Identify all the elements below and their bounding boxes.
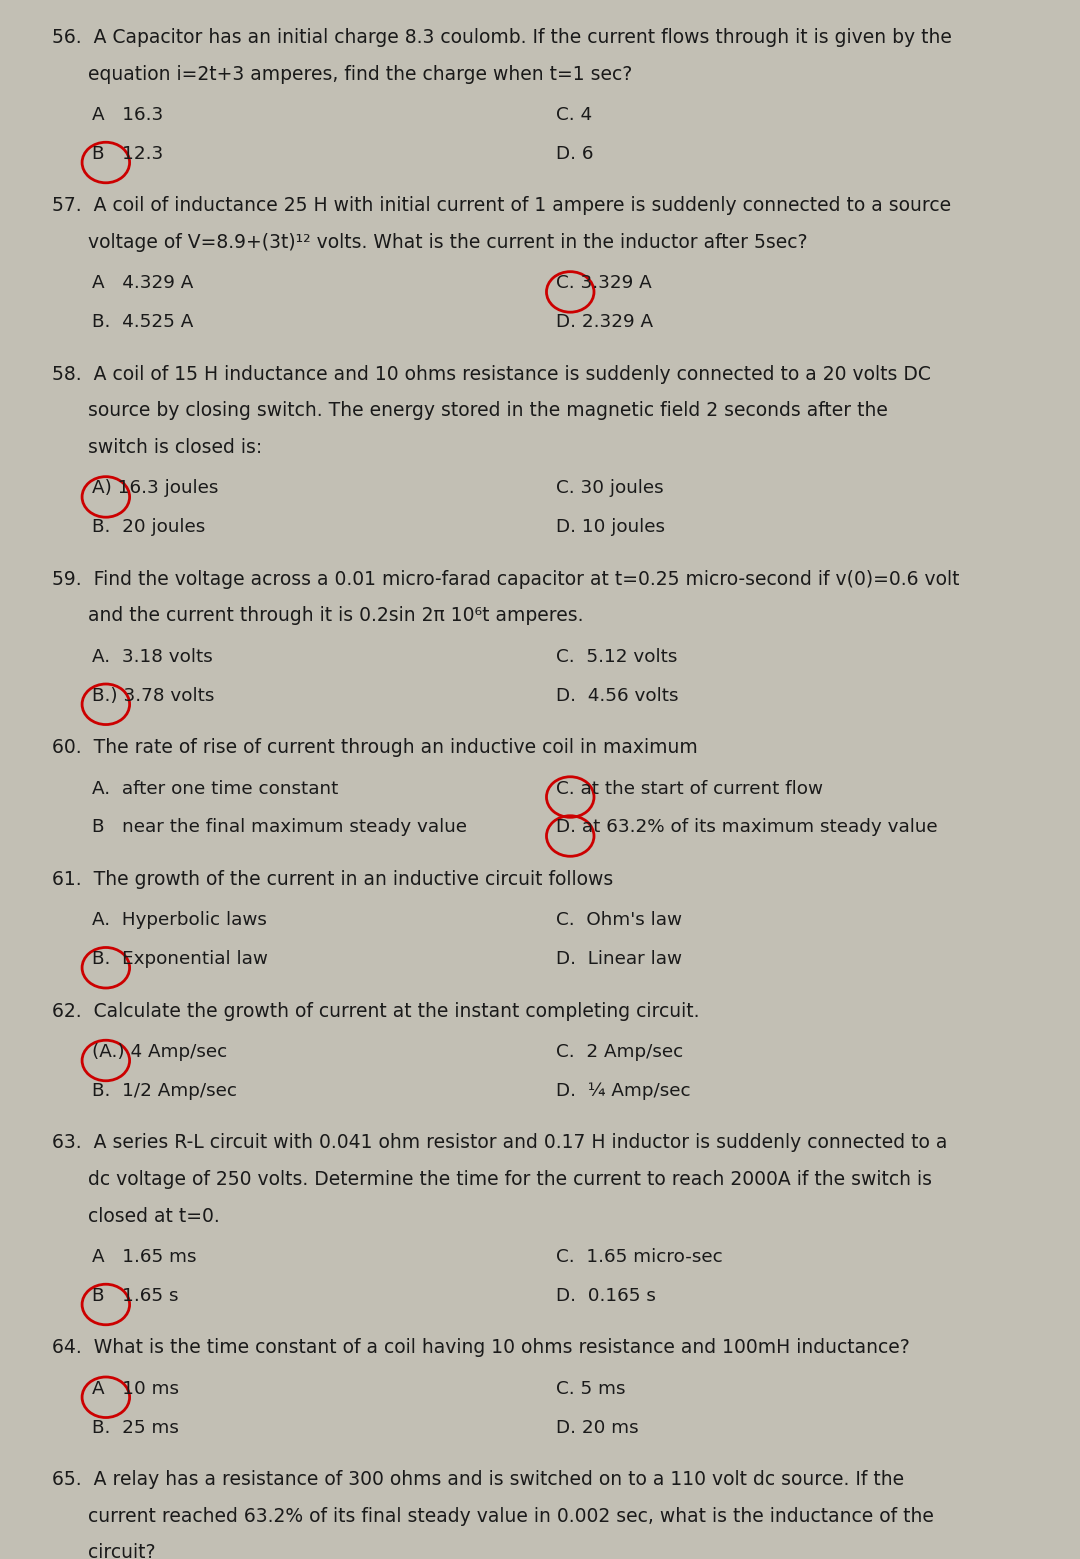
Text: D. 20 ms: D. 20 ms	[556, 1419, 639, 1437]
Text: D.  0.165 s: D. 0.165 s	[556, 1286, 656, 1305]
Text: B.  4.525 A: B. 4.525 A	[92, 313, 193, 332]
Text: voltage of V=8.9+(3t)¹² volts. What is the current in the inductor after 5sec?: voltage of V=8.9+(3t)¹² volts. What is t…	[52, 234, 808, 253]
Text: source by closing switch. The energy stored in the magnetic field 2 seconds afte: source by closing switch. The energy sto…	[52, 402, 888, 421]
Text: A   16.3: A 16.3	[92, 106, 163, 125]
Text: D. 6: D. 6	[556, 145, 594, 164]
Text: D. 2.329 A: D. 2.329 A	[556, 313, 653, 332]
Text: closed at t=0.: closed at t=0.	[52, 1207, 219, 1225]
Text: C. 5 ms: C. 5 ms	[556, 1380, 625, 1398]
Text: 65.  A relay has a resistance of 300 ohms and is switched on to a 110 volt dc so: 65. A relay has a resistance of 300 ohms…	[52, 1470, 904, 1489]
Text: B   12.3: B 12.3	[92, 145, 163, 164]
Text: A.  Hyperbolic laws: A. Hyperbolic laws	[92, 910, 267, 929]
Text: D. at 63.2% of its maximum steady value: D. at 63.2% of its maximum steady value	[556, 818, 937, 837]
Text: B   1.65 s: B 1.65 s	[92, 1286, 178, 1305]
Text: C.  1.65 micro-sec: C. 1.65 micro-sec	[556, 1247, 723, 1266]
Text: C.  5.12 volts: C. 5.12 volts	[556, 649, 677, 666]
Text: B.  25 ms: B. 25 ms	[92, 1419, 178, 1437]
Text: A) 16.3 joules: A) 16.3 joules	[92, 480, 218, 497]
Text: C.  2 Amp/sec: C. 2 Amp/sec	[556, 1043, 684, 1062]
Text: C. 4: C. 4	[556, 106, 592, 125]
Text: 58.  A coil of 15 H inductance and 10 ohms resistance is suddenly connected to a: 58. A coil of 15 H inductance and 10 ohm…	[52, 365, 931, 384]
Text: circuit?: circuit?	[52, 1543, 156, 1559]
Text: 59.  Find the voltage across a 0.01 micro-farad capacitor at t=0.25 micro-second: 59. Find the voltage across a 0.01 micro…	[52, 571, 959, 589]
Text: C. 3.329 A: C. 3.329 A	[556, 274, 652, 293]
Text: D. 10 joules: D. 10 joules	[556, 519, 665, 536]
Text: (A.) 4 Amp/sec: (A.) 4 Amp/sec	[92, 1043, 227, 1062]
Text: dc voltage of 250 volts. Determine the time for the current to reach 2000A if th: dc voltage of 250 volts. Determine the t…	[52, 1169, 932, 1190]
Text: A   10 ms: A 10 ms	[92, 1380, 179, 1398]
Text: C. 30 joules: C. 30 joules	[556, 480, 664, 497]
Text: 64.  What is the time constant of a coil having 10 ohms resistance and 100mH ind: 64. What is the time constant of a coil …	[52, 1338, 909, 1358]
Text: D.  4.56 volts: D. 4.56 volts	[556, 688, 678, 705]
Text: C. at the start of current flow: C. at the start of current flow	[556, 780, 823, 798]
Text: B   near the final maximum steady value: B near the final maximum steady value	[92, 818, 467, 837]
Text: current reached 63.2% of its final steady value in 0.002 sec, what is the induct: current reached 63.2% of its final stead…	[52, 1506, 934, 1526]
Text: A.  3.18 volts: A. 3.18 volts	[92, 649, 213, 666]
Text: 62.  Calculate the growth of current at the instant completing circuit.: 62. Calculate the growth of current at t…	[52, 1002, 700, 1021]
Text: A.  after one time constant: A. after one time constant	[92, 780, 338, 798]
Text: C.  Ohm's law: C. Ohm's law	[556, 910, 683, 929]
Text: 63.  A series R-L circuit with 0.041 ohm resistor and 0.17 H inductor is suddenl: 63. A series R-L circuit with 0.041 ohm …	[52, 1133, 947, 1152]
Text: 57.  A coil of inductance 25 H with initial current of 1 ampere is suddenly conn: 57. A coil of inductance 25 H with initi…	[52, 196, 951, 215]
Text: B.  1/2 Amp/sec: B. 1/2 Amp/sec	[92, 1082, 237, 1101]
Text: D.  ¼ Amp/sec: D. ¼ Amp/sec	[556, 1082, 691, 1101]
Text: and the current through it is 0.2sin 2π 10⁶t amperes.: and the current through it is 0.2sin 2π …	[52, 606, 583, 625]
Text: B.  Exponential law: B. Exponential law	[92, 951, 268, 968]
Text: B.  20 joules: B. 20 joules	[92, 519, 205, 536]
Text: D.  Linear law: D. Linear law	[556, 951, 683, 968]
Text: 61.  The growth of the current in an inductive circuit follows: 61. The growth of the current in an indu…	[52, 870, 613, 889]
Text: switch is closed is:: switch is closed is:	[52, 438, 262, 457]
Text: A   1.65 ms: A 1.65 ms	[92, 1247, 197, 1266]
Text: 56.  A Capacitor has an initial charge 8.3 coulomb. If the current flows through: 56. A Capacitor has an initial charge 8.…	[52, 28, 951, 47]
Text: B.) 3.78 volts: B.) 3.78 volts	[92, 688, 214, 705]
Text: A   4.329 A: A 4.329 A	[92, 274, 193, 293]
Text: equation i=2t+3 amperes, find the charge when t=1 sec?: equation i=2t+3 amperes, find the charge…	[52, 65, 632, 84]
Text: 60.  The rate of rise of current through an inductive coil in maximum: 60. The rate of rise of current through …	[52, 739, 698, 758]
